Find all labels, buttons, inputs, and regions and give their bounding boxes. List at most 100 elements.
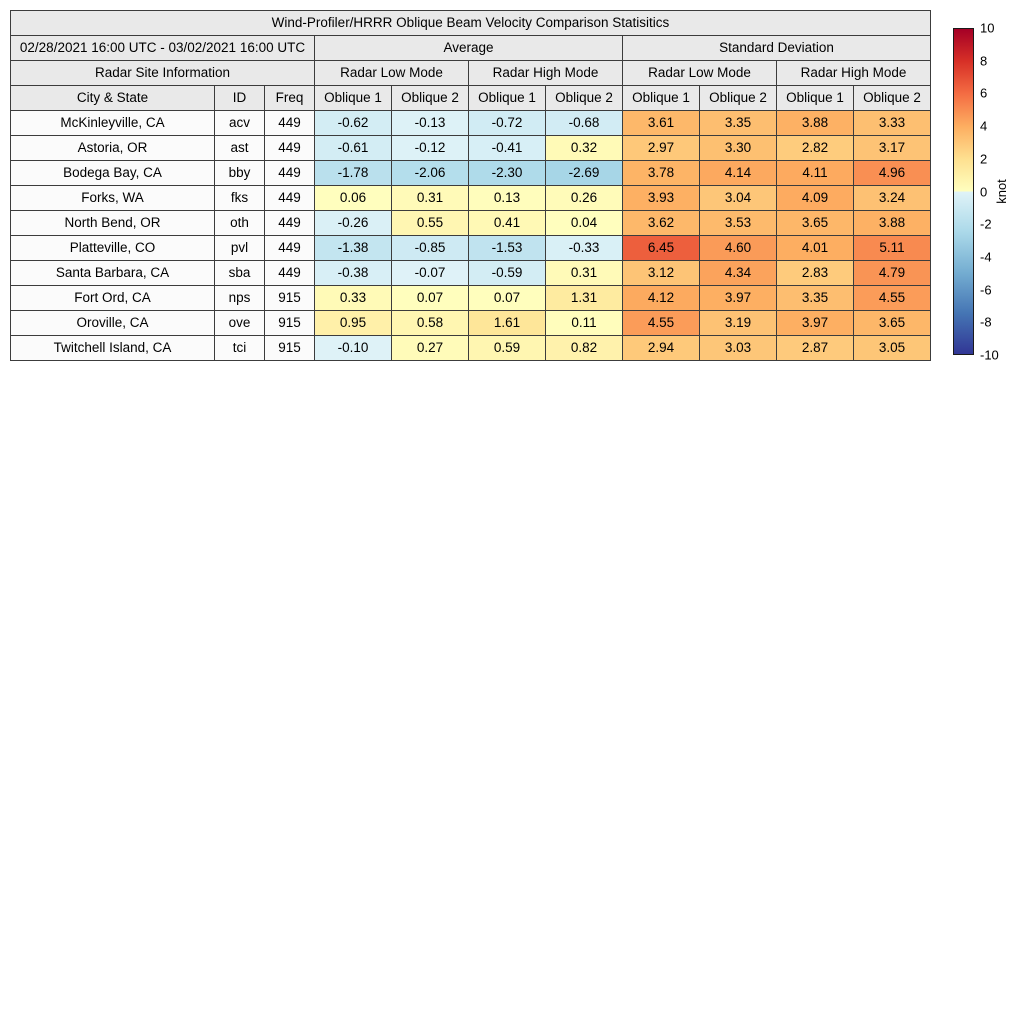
value-cell: -2.06: [391, 160, 469, 186]
value-cell: -1.78: [314, 160, 392, 186]
oblique1-header: Oblique 1: [468, 85, 546, 111]
colorbar-ticks: 10 8 6 4 2 0 -2 -4 -6 -8 -10: [980, 22, 1010, 362]
title-row: Wind-Profiler/HRRR Oblique Beam Velocity…: [10, 10, 931, 36]
oblique1-header: Oblique 1: [622, 85, 700, 111]
value-cell: 0.11: [545, 310, 623, 336]
freq-cell: 915: [264, 285, 315, 311]
value-cell: 3.35: [699, 110, 777, 136]
avg-low-mode-header: Radar Low Mode: [314, 60, 469, 86]
value-cell: 3.65: [853, 310, 931, 336]
id-cell: tci: [214, 335, 265, 361]
colorbar-tick-label: -8: [980, 314, 992, 330]
value-cell: -0.26: [314, 210, 392, 236]
value-cell: 4.11: [776, 160, 854, 186]
id-cell: acv: [214, 110, 265, 136]
value-cell: 3.65: [776, 210, 854, 236]
value-cell: 4.12: [622, 285, 700, 311]
value-cell: 3.12: [622, 260, 700, 286]
value-cell: -2.30: [468, 160, 546, 186]
table-row: Twitchell Island, CA tci 915 -0.10 0.27 0.59 0…: [10, 335, 931, 361]
table-title: Wind-Profiler/HRRR Oblique Beam Velocity…: [10, 10, 931, 36]
oblique2-header: Oblique 2: [545, 85, 623, 111]
value-cell: 0.41: [468, 210, 546, 236]
value-cell: 0.06: [314, 185, 392, 211]
city-cell: Astoria, OR: [10, 135, 215, 161]
value-cell: -0.61: [314, 135, 392, 161]
value-cell: -0.07: [391, 260, 469, 286]
table-row: Astoria, OR ast 449 -0.61 -0.12 -0.41 0.32 2.97…: [10, 135, 931, 161]
table-row: Platteville, CO pvl 449 -1.38 -0.85 -1.53 -0.3…: [10, 235, 931, 261]
value-cell: 2.87: [776, 335, 854, 361]
id-cell: pvl: [214, 235, 265, 261]
value-cell: -0.85: [391, 235, 469, 261]
colorbar-tick-label: -10: [980, 347, 999, 363]
freq-cell: 449: [264, 210, 315, 236]
value-cell: 3.35: [776, 285, 854, 311]
id-cell: bby: [214, 160, 265, 186]
value-cell: 0.58: [391, 310, 469, 336]
value-cell: 0.32: [545, 135, 623, 161]
oblique1-header: Oblique 1: [776, 85, 854, 111]
city-cell: Twitchell Island, CA: [10, 335, 215, 361]
freq-cell: 449: [264, 110, 315, 136]
site-info-header: Radar Site Information: [10, 60, 315, 86]
value-cell: -0.62: [314, 110, 392, 136]
avg-high-mode-header: Radar High Mode: [468, 60, 623, 86]
city-cell: Platteville, CO: [10, 235, 215, 261]
value-cell: 3.04: [699, 185, 777, 211]
value-cell: -0.33: [545, 235, 623, 261]
freq-cell: 449: [264, 160, 315, 186]
value-cell: 0.82: [545, 335, 623, 361]
date-range: 02/28/2021 16:00 UTC - 03/02/2021 16:00 …: [10, 35, 315, 61]
value-cell: -0.59: [468, 260, 546, 286]
value-cell: 1.31: [545, 285, 623, 311]
value-cell: 3.53: [699, 210, 777, 236]
group-header-row: 02/28/2021 16:00 UTC - 03/02/2021 16:00 …: [10, 35, 931, 61]
value-cell: 3.61: [622, 110, 700, 136]
value-cell: 0.07: [391, 285, 469, 311]
value-cell: 3.30: [699, 135, 777, 161]
value-cell: 4.60: [699, 235, 777, 261]
colorbar-tick-label: 2: [980, 151, 988, 167]
statistics-table: Wind-Profiler/HRRR Oblique Beam Velocity…: [10, 10, 931, 361]
freq-cell: 449: [264, 185, 315, 211]
value-cell: 3.93: [622, 185, 700, 211]
value-cell: 3.05: [853, 335, 931, 361]
colorbar-tick-label: -4: [980, 249, 992, 265]
std-high-mode-header: Radar High Mode: [776, 60, 931, 86]
column-header-row: City & State ID Freq Oblique 1 Oblique 2…: [10, 85, 931, 111]
value-cell: -1.53: [468, 235, 546, 261]
value-cell: 0.31: [545, 260, 623, 286]
colorbar-tick-label: 6: [980, 85, 988, 101]
freq-cell: 449: [264, 235, 315, 261]
value-cell: 0.59: [468, 335, 546, 361]
value-cell: 0.13: [468, 185, 546, 211]
freq-cell: 449: [264, 135, 315, 161]
city-cell: Bodega Bay, CA: [10, 160, 215, 186]
value-cell: -0.38: [314, 260, 392, 286]
value-cell: 0.55: [391, 210, 469, 236]
value-cell: 4.79: [853, 260, 931, 286]
value-cell: 3.97: [776, 310, 854, 336]
city-cell: Santa Barbara, CA: [10, 260, 215, 286]
value-cell: -0.72: [468, 110, 546, 136]
value-cell: 2.94: [622, 335, 700, 361]
value-cell: 3.17: [853, 135, 931, 161]
value-cell: 4.34: [699, 260, 777, 286]
city-cell: Forks, WA: [10, 185, 215, 211]
colorbar-unit-label: knot: [993, 179, 1009, 204]
oblique2-header: Oblique 2: [699, 85, 777, 111]
value-cell: -1.38: [314, 235, 392, 261]
value-cell: 1.61: [468, 310, 546, 336]
value-cell: 6.45: [622, 235, 700, 261]
freq-cell: 915: [264, 310, 315, 336]
colorbar: [953, 28, 974, 355]
city-cell: North Bend, OR: [10, 210, 215, 236]
value-cell: 0.27: [391, 335, 469, 361]
id-cell: oth: [214, 210, 265, 236]
table-row: North Bend, OR oth 449 -0.26 0.55 0.41 0.04 3.6…: [10, 210, 931, 236]
oblique2-header: Oblique 2: [853, 85, 931, 111]
id-cell: nps: [214, 285, 265, 311]
value-cell: -0.12: [391, 135, 469, 161]
value-cell: 2.82: [776, 135, 854, 161]
